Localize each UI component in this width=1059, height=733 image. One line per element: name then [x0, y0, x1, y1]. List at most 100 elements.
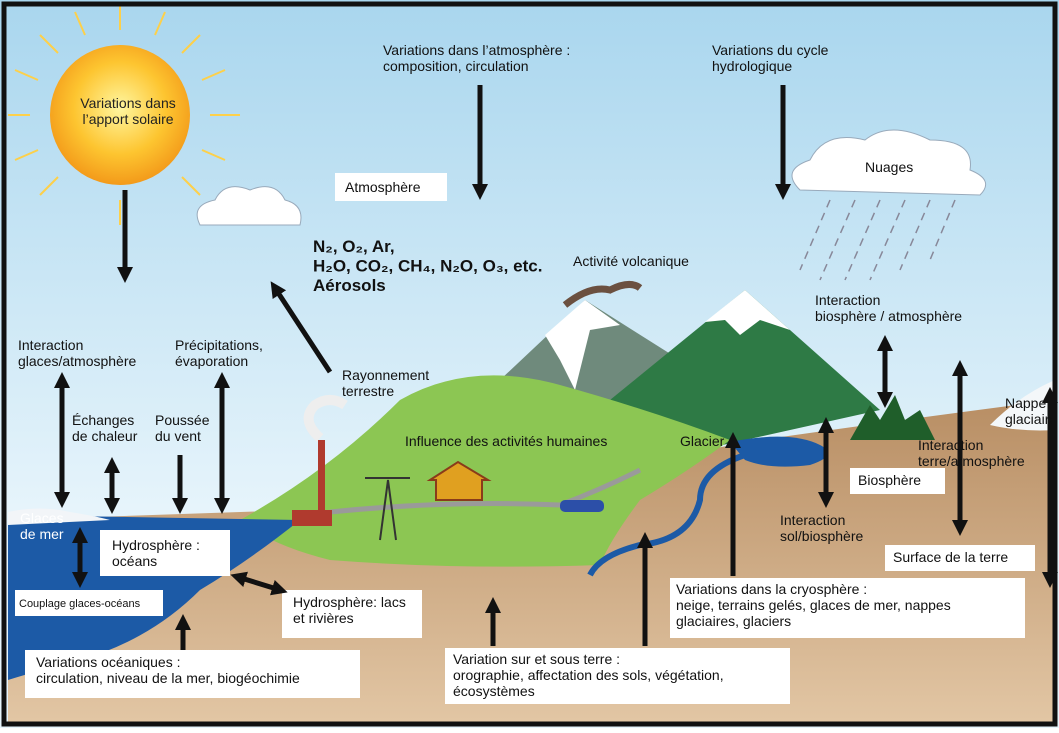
sun-rays — [201, 149, 226, 161]
label-line: Nappe — [1005, 395, 1046, 411]
car — [560, 500, 604, 512]
land-atm-label: Interaction terre/atmosphère — [918, 437, 1025, 469]
snow — [545, 300, 620, 390]
label-line: Rayonnement — [342, 367, 429, 383]
rain — [844, 199, 881, 281]
ice-sheet-label: Nappe glaciaire — [1005, 395, 1057, 427]
factory — [292, 510, 332, 526]
sun-rays — [201, 69, 226, 81]
snow — [705, 290, 790, 335]
atmosphere-label: Atmosphère — [345, 179, 421, 195]
chimney-smoke — [303, 395, 348, 442]
labels: Variations dans l’apport solaire Variation… — [18, 42, 1057, 699]
sun-rays — [154, 11, 166, 36]
precip-label: Précipitations, évaporation — [175, 337, 263, 369]
arrow — [53, 85, 1059, 650]
house — [426, 460, 492, 501]
label-line: orographie, affectation des sols, végéta… — [453, 667, 724, 683]
clouds-label: Nuages — [865, 159, 913, 175]
label-line: terrestre — [342, 383, 394, 399]
label-line: et rivières — [293, 610, 354, 626]
label-line: composition, circulation — [383, 58, 529, 74]
hydro-cycle-label: Variations du cycle hydrologique — [712, 42, 829, 74]
rain — [899, 199, 931, 271]
road — [329, 467, 642, 515]
label-line: Variations dans l’atmosphère : — [383, 42, 570, 58]
volcanic-label: Activité volcanique — [573, 253, 689, 269]
label-box — [885, 545, 1035, 571]
label-line: évaporation — [175, 353, 248, 369]
label-line: hydrologique — [712, 58, 792, 74]
label-box — [445, 648, 790, 704]
rain — [929, 199, 956, 261]
human-label: Influence des activités humaines — [405, 433, 607, 449]
label-line: glaces/atmosphère — [18, 353, 137, 369]
sun-rays — [181, 34, 201, 54]
label-line: circulation, niveau de la mer, biogéochi… — [36, 670, 300, 686]
sun-rays — [14, 69, 39, 81]
arrow — [230, 571, 288, 596]
label-line: sol/biosphère — [780, 528, 863, 544]
atmosphere-var-label: Variations dans l’atmosphère : compositio… — [383, 42, 570, 74]
cloud — [196, 186, 302, 226]
label-box — [100, 530, 230, 576]
smoke — [562, 281, 643, 308]
ocean-var-label: Variations océaniques : circulation, nive… — [36, 654, 300, 686]
chimney — [318, 440, 325, 510]
label-line: écosystèmes — [453, 683, 535, 699]
solar-label: Variations dans l’apport solaire — [80, 95, 175, 127]
forest — [850, 395, 935, 440]
label-line: de chaleur — [72, 428, 138, 444]
sun-rays — [39, 34, 59, 54]
windmill — [365, 477, 410, 541]
label-line: Échanges — [72, 412, 134, 428]
label-line: Glaces — [20, 510, 64, 526]
label-line: terre/atmosphère — [918, 453, 1025, 469]
label-line: l’apport solaire — [82, 111, 173, 127]
label-line: Interaction — [18, 337, 83, 353]
lake — [730, 436, 828, 467]
cloud — [196, 129, 987, 226]
label-box — [670, 578, 1025, 638]
sun-rays — [8, 5, 240, 225]
label-box — [25, 650, 360, 698]
glacier-label: Glacier — [680, 433, 725, 449]
bio-atm-label: Interaction biosphère / atmosphère — [815, 292, 962, 324]
label-line: Interaction — [780, 512, 845, 528]
land-var-label: Variation sur et sous terre : orographie,… — [453, 651, 724, 699]
label-line: Précipitations, — [175, 337, 263, 353]
label-line: Variation sur et sous terre : — [453, 651, 620, 667]
label-line: glaciaires, glaciers — [676, 613, 791, 629]
radiation-label: Rayonnement terrestre — [342, 367, 429, 399]
sun-rays — [14, 149, 39, 161]
label-line: biosphère / atmosphère — [815, 308, 962, 324]
ice-sheet — [990, 380, 1055, 431]
lakes-label: Hydrosphère: lacs et rivières — [293, 594, 406, 626]
label-box — [850, 468, 945, 494]
label-line: Variations du cycle — [712, 42, 829, 58]
oceans-label: Hydrosphère : océans — [112, 537, 200, 569]
cloud — [791, 129, 987, 196]
coupling-label: Couplage glaces-océans — [19, 598, 141, 610]
label-line: océans — [112, 553, 157, 569]
label-line: neige, terrains gelés, glaces de mer, na… — [676, 597, 951, 613]
gases-label: N₂, O₂, Ar, H₂O, CO₂, CH₄, N₂O, O₃, etc. A… — [313, 237, 542, 295]
label-line: Aérosols — [313, 276, 386, 295]
sun-rays — [74, 11, 86, 36]
label-line: Hydrosphère: lacs — [293, 594, 406, 610]
label-box — [15, 173, 1035, 704]
green-land — [240, 375, 730, 567]
rain — [869, 199, 906, 281]
green-mountain — [610, 290, 880, 450]
label-line: N₂, O₂, Ar, — [313, 237, 395, 256]
wind-label: Poussée du vent — [155, 412, 210, 444]
rain — [799, 199, 831, 271]
sun — [50, 45, 190, 185]
ice-atm-label: Interaction glaces/atmosphère — [18, 337, 137, 369]
arrow — [270, 281, 333, 374]
heat-label: Échanges de chaleur — [72, 412, 138, 444]
sea-ice — [8, 508, 110, 525]
label-line: Interaction — [815, 292, 880, 308]
soil-bio-label: Interaction sol/biosphère — [780, 512, 863, 544]
label-line: Variations dans la cryosphère : — [676, 581, 867, 597]
